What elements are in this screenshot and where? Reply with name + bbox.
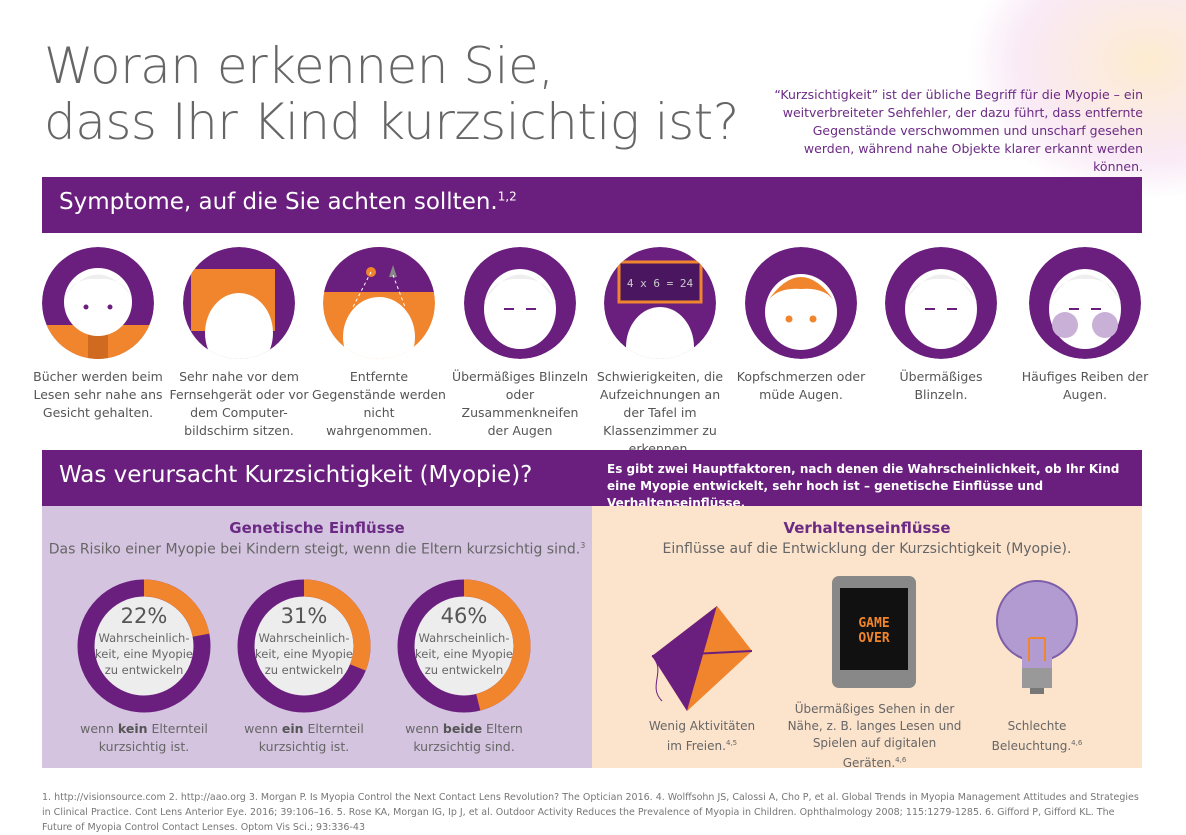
- child-face-icon: 4 x 6 = 24: [590, 247, 730, 359]
- child-face-icon: [731, 247, 871, 359]
- donut-segment: [237, 579, 371, 713]
- symptom-label: Entfernte Gegenstände werden nicht wahrg…: [312, 369, 446, 438]
- intro-text: “Kurzsichtigkeit” ist der übliche Begrif…: [774, 87, 1143, 174]
- causes-banner: Was verursacht Kurzsichtigkeit (Myopie)?…: [42, 450, 1142, 510]
- risk-condition: wenn kein Elternteil kurzsichtig ist.: [80, 721, 208, 754]
- footnotes: 1. http://visionsource.com 2. http://aao…: [42, 792, 1139, 833]
- page-title: Woran erkennen Sie, dass Ihr Kind kurzsi…: [44, 38, 739, 150]
- symptom-item: Übermäßiges Blinzeln.: [871, 247, 1011, 404]
- genetic-panel: Genetische Einflüsse Das Risiko einer My…: [42, 506, 592, 768]
- donut-segment: [397, 579, 531, 713]
- donut-ring: [237, 579, 371, 713]
- donut-segment: [77, 579, 211, 713]
- tablet-icon: GAME OVER: [832, 576, 916, 688]
- risk-donut: 22% Wahrscheinlich-keit, eine Myopie zu …: [74, 576, 214, 754]
- risk-label: Wahrscheinlich-keit, eine Myopie zu entw…: [95, 631, 193, 677]
- risk-donut: 46% Wahrscheinlich-keit, eine Myopie zu …: [394, 576, 534, 754]
- symptom-item: Sehr nahe vor dem Fernsehgerät oder vor …: [169, 247, 309, 440]
- symptoms-heading: Symptome, auf die Sie achten sollten.1,2: [59, 189, 517, 215]
- symptom-label: Häufiges Reiben der Augen.: [1021, 369, 1149, 402]
- behavior-subtitle: Einflüsse auf die Entwicklung der Kurzsi…: [662, 541, 1072, 557]
- child-face-icon: [309, 247, 449, 359]
- decorative-swirl: [966, 0, 1186, 200]
- child-face-icon: [871, 247, 1011, 359]
- risk-donut: 31% Wahrscheinlich-keit, eine Myopie zu …: [234, 576, 374, 754]
- risk-label: Wahrscheinlich-keit, eine Myopie zu entw…: [415, 631, 513, 677]
- donut-ring: [397, 579, 531, 713]
- symptom-label: Kopfschmerzen oder müde Augen.: [736, 369, 866, 402]
- genetic-subtitle: Das Risiko einer Myopie bei Kindern stei…: [48, 541, 586, 558]
- symptom-item: Übermäßiges Blinzeln oder Zusammenkneife…: [450, 247, 590, 440]
- child-face-icon: [450, 247, 590, 359]
- title-line-1: Woran erkennen Sie,: [44, 37, 554, 95]
- risk-percent: 22%: [120, 604, 168, 628]
- symptom-item: Kopfschmerzen oder müde Augen.: [731, 247, 871, 404]
- behavior-item-near-work: Übermäßiges Sehen in der Nähe, z. B. lan…: [787, 702, 962, 770]
- child-face-icon: [169, 247, 309, 359]
- risk-condition: wenn beide Eltern kurzsichtig sind.: [405, 721, 523, 754]
- kite-icon: [651, 606, 753, 711]
- behavior-panel: Verhaltenseinflüsse Einflüsse auf die En…: [592, 506, 1142, 770]
- light-bulb-icon: [996, 580, 1078, 694]
- donut-ring: [77, 579, 211, 713]
- symptom-label: Schwierigkeiten, die Aufzeichnungen an d…: [596, 369, 724, 456]
- causes-text: Es gibt zwei Hauptfaktoren, nach denen d…: [607, 462, 1120, 510]
- risk-label: Wahrscheinlich-keit, eine Myopie zu entw…: [255, 631, 353, 677]
- behavior-heading: Verhaltenseinflüsse: [783, 519, 951, 537]
- risk-percent: 31%: [280, 604, 328, 628]
- tablet-screen: GAME OVER: [840, 588, 908, 670]
- title-line-2: dass Ihr Kind kurzsichtig ist?: [44, 93, 739, 151]
- behavior-item-outdoor: Wenig Aktivitäten im Freien.4,5: [648, 719, 756, 753]
- symptom-item: Häufiges Reiben der Augen.: [1015, 247, 1155, 404]
- genetic-heading: Genetische Einflüsse: [229, 519, 405, 537]
- risk-percent: 46%: [440, 604, 488, 628]
- behavior-item-lighting: Schlechte Beleuchtung.4,6: [991, 719, 1083, 753]
- symptoms-banner: Symptome, auf die Sie achten sollten.1,2: [42, 177, 1142, 233]
- child-face-icon: [1015, 247, 1155, 359]
- symptom-label: Bücher werden beim Lesen sehr nahe ans G…: [33, 369, 163, 420]
- child-face-icon: [28, 247, 168, 359]
- causes-heading: Was verursacht Kurzsichtigkeit (Myopie)?: [59, 462, 533, 488]
- symptom-item: 4 x 6 = 24 Schwierigkeiten, die Aufzeichn…: [590, 247, 730, 458]
- symptom-label: Übermäßiges Blinzeln.: [899, 369, 983, 402]
- risk-condition: wenn ein Elternteil kurzsichtig ist.: [244, 721, 364, 754]
- symptom-item: Bücher werden beim Lesen sehr nahe ans G…: [28, 247, 168, 422]
- symptom-label: Übermäßiges Blinzeln oder Zusammenkneife…: [451, 369, 589, 438]
- symptom-item: Entfernte Gegenstände werden nicht wahrg…: [309, 247, 449, 440]
- symptom-label: Sehr nahe vor dem Fernsehgerät oder vor …: [169, 369, 309, 438]
- svg-text:4 x 6 = 24: 4 x 6 = 24: [627, 277, 694, 290]
